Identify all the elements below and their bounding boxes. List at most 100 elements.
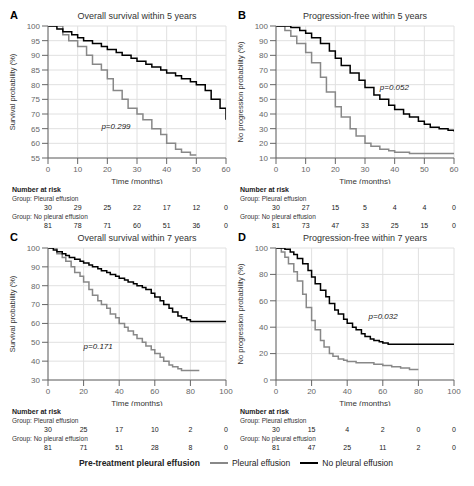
svg-text:No progression probability (%): No progression probability (%) — [236, 41, 245, 142]
svg-text:70: 70 — [259, 66, 268, 75]
svg-text:100: 100 — [255, 244, 269, 253]
svg-text:Group: Pleural effusion: Group: Pleural effusion — [240, 417, 307, 425]
svg-text:78: 78 — [74, 222, 82, 229]
svg-text:25: 25 — [343, 444, 351, 451]
svg-text:30: 30 — [44, 204, 52, 211]
svg-text:65: 65 — [31, 125, 40, 134]
svg-text:2: 2 — [416, 444, 420, 451]
svg-text:50: 50 — [420, 165, 429, 174]
svg-text:80: 80 — [259, 51, 268, 60]
svg-text:55: 55 — [31, 154, 40, 163]
svg-text:Survival probability (%): Survival probability (%) — [8, 275, 17, 352]
svg-text:51: 51 — [115, 444, 123, 451]
svg-text:17: 17 — [163, 204, 171, 211]
svg-text:Number at risk: Number at risk — [12, 186, 61, 193]
svg-text:80: 80 — [186, 387, 195, 396]
svg-text:81: 81 — [272, 444, 280, 451]
svg-text:20: 20 — [103, 165, 112, 174]
svg-text:50: 50 — [259, 95, 268, 104]
svg-text:2: 2 — [188, 426, 192, 433]
svg-text:4: 4 — [393, 204, 397, 211]
svg-text:17: 17 — [115, 426, 123, 433]
svg-text:p=0.171: p=0.171 — [83, 342, 113, 351]
svg-text:100: 100 — [27, 22, 41, 31]
svg-text:Time (months): Time (months) — [111, 177, 163, 184]
svg-text:0: 0 — [224, 426, 228, 433]
svg-text:0: 0 — [224, 444, 228, 451]
svg-text:Group: No pleural effusion: Group: No pleural effusion — [240, 213, 316, 221]
svg-text:p=0.052: p=0.052 — [379, 83, 410, 92]
svg-text:60: 60 — [133, 222, 141, 229]
svg-text:60: 60 — [31, 319, 40, 328]
svg-text:85: 85 — [31, 66, 40, 75]
svg-text:50: 50 — [192, 165, 201, 174]
svg-text:80: 80 — [31, 282, 40, 291]
svg-text:22: 22 — [133, 204, 141, 211]
svg-text:28: 28 — [151, 444, 159, 451]
svg-text:Time (months): Time (months) — [339, 399, 391, 406]
svg-text:50: 50 — [31, 338, 40, 347]
svg-text:0: 0 — [224, 222, 228, 229]
svg-text:60: 60 — [150, 387, 159, 396]
svg-text:30: 30 — [272, 426, 280, 433]
svg-text:30: 30 — [133, 165, 142, 174]
svg-text:40: 40 — [259, 110, 268, 119]
svg-text:0: 0 — [274, 387, 279, 396]
svg-text:60: 60 — [378, 387, 387, 396]
svg-text:75: 75 — [31, 95, 40, 104]
svg-text:Group: Pleural effusion: Group: Pleural effusion — [12, 195, 79, 203]
svg-text:Group: No pleural effusion: Group: No pleural effusion — [12, 435, 88, 443]
svg-text:30: 30 — [31, 376, 40, 385]
svg-text:25: 25 — [103, 204, 111, 211]
svg-text:81: 81 — [44, 222, 52, 229]
svg-text:p=0.299: p=0.299 — [100, 122, 131, 131]
svg-text:2: 2 — [381, 426, 385, 433]
svg-text:29: 29 — [74, 204, 82, 211]
svg-text:Number at risk: Number at risk — [12, 408, 61, 415]
svg-text:30: 30 — [44, 426, 52, 433]
svg-text:60: 60 — [31, 139, 40, 148]
svg-text:71: 71 — [103, 222, 111, 229]
svg-text:36: 36 — [192, 222, 200, 229]
svg-text:0: 0 — [264, 376, 269, 385]
svg-text:90: 90 — [31, 51, 40, 60]
svg-text:60: 60 — [222, 165, 231, 174]
svg-text:60: 60 — [259, 81, 268, 90]
svg-text:15: 15 — [308, 426, 316, 433]
svg-text:20: 20 — [259, 139, 268, 148]
svg-text:47: 47 — [331, 222, 339, 229]
svg-text:40: 40 — [115, 387, 124, 396]
svg-text:70: 70 — [31, 300, 40, 309]
svg-text:25: 25 — [391, 222, 399, 229]
svg-text:40: 40 — [390, 165, 399, 174]
svg-text:Group: No pleural effusion: Group: No pleural effusion — [240, 435, 316, 443]
svg-text:4: 4 — [422, 204, 426, 211]
svg-text:71: 71 — [80, 444, 88, 451]
svg-text:60: 60 — [450, 165, 459, 174]
svg-text:80: 80 — [31, 81, 40, 90]
svg-text:90: 90 — [259, 37, 268, 46]
svg-text:40: 40 — [259, 323, 268, 332]
svg-text:10: 10 — [259, 154, 268, 163]
svg-text:90: 90 — [31, 263, 40, 272]
svg-text:40: 40 — [31, 357, 40, 366]
svg-text:0: 0 — [452, 222, 456, 229]
svg-text:15: 15 — [420, 222, 428, 229]
svg-text:0: 0 — [416, 426, 420, 433]
svg-text:11: 11 — [379, 444, 386, 451]
svg-text:0: 0 — [274, 165, 279, 174]
svg-text:30: 30 — [272, 204, 280, 211]
svg-text:Time (months): Time (months) — [339, 177, 391, 184]
svg-text:Time (months): Time (months) — [111, 399, 163, 406]
svg-text:Number at risk: Number at risk — [240, 408, 289, 415]
svg-text:100: 100 — [255, 22, 269, 31]
svg-text:20: 20 — [307, 387, 316, 396]
svg-text:27: 27 — [302, 204, 310, 211]
svg-text:81: 81 — [44, 444, 52, 451]
svg-text:20: 20 — [331, 165, 340, 174]
svg-text:73: 73 — [302, 222, 310, 229]
svg-text:Group: Pleural effusion: Group: Pleural effusion — [240, 195, 307, 203]
svg-text:0: 0 — [224, 204, 228, 211]
svg-text:15: 15 — [331, 204, 339, 211]
svg-text:60: 60 — [259, 297, 268, 306]
